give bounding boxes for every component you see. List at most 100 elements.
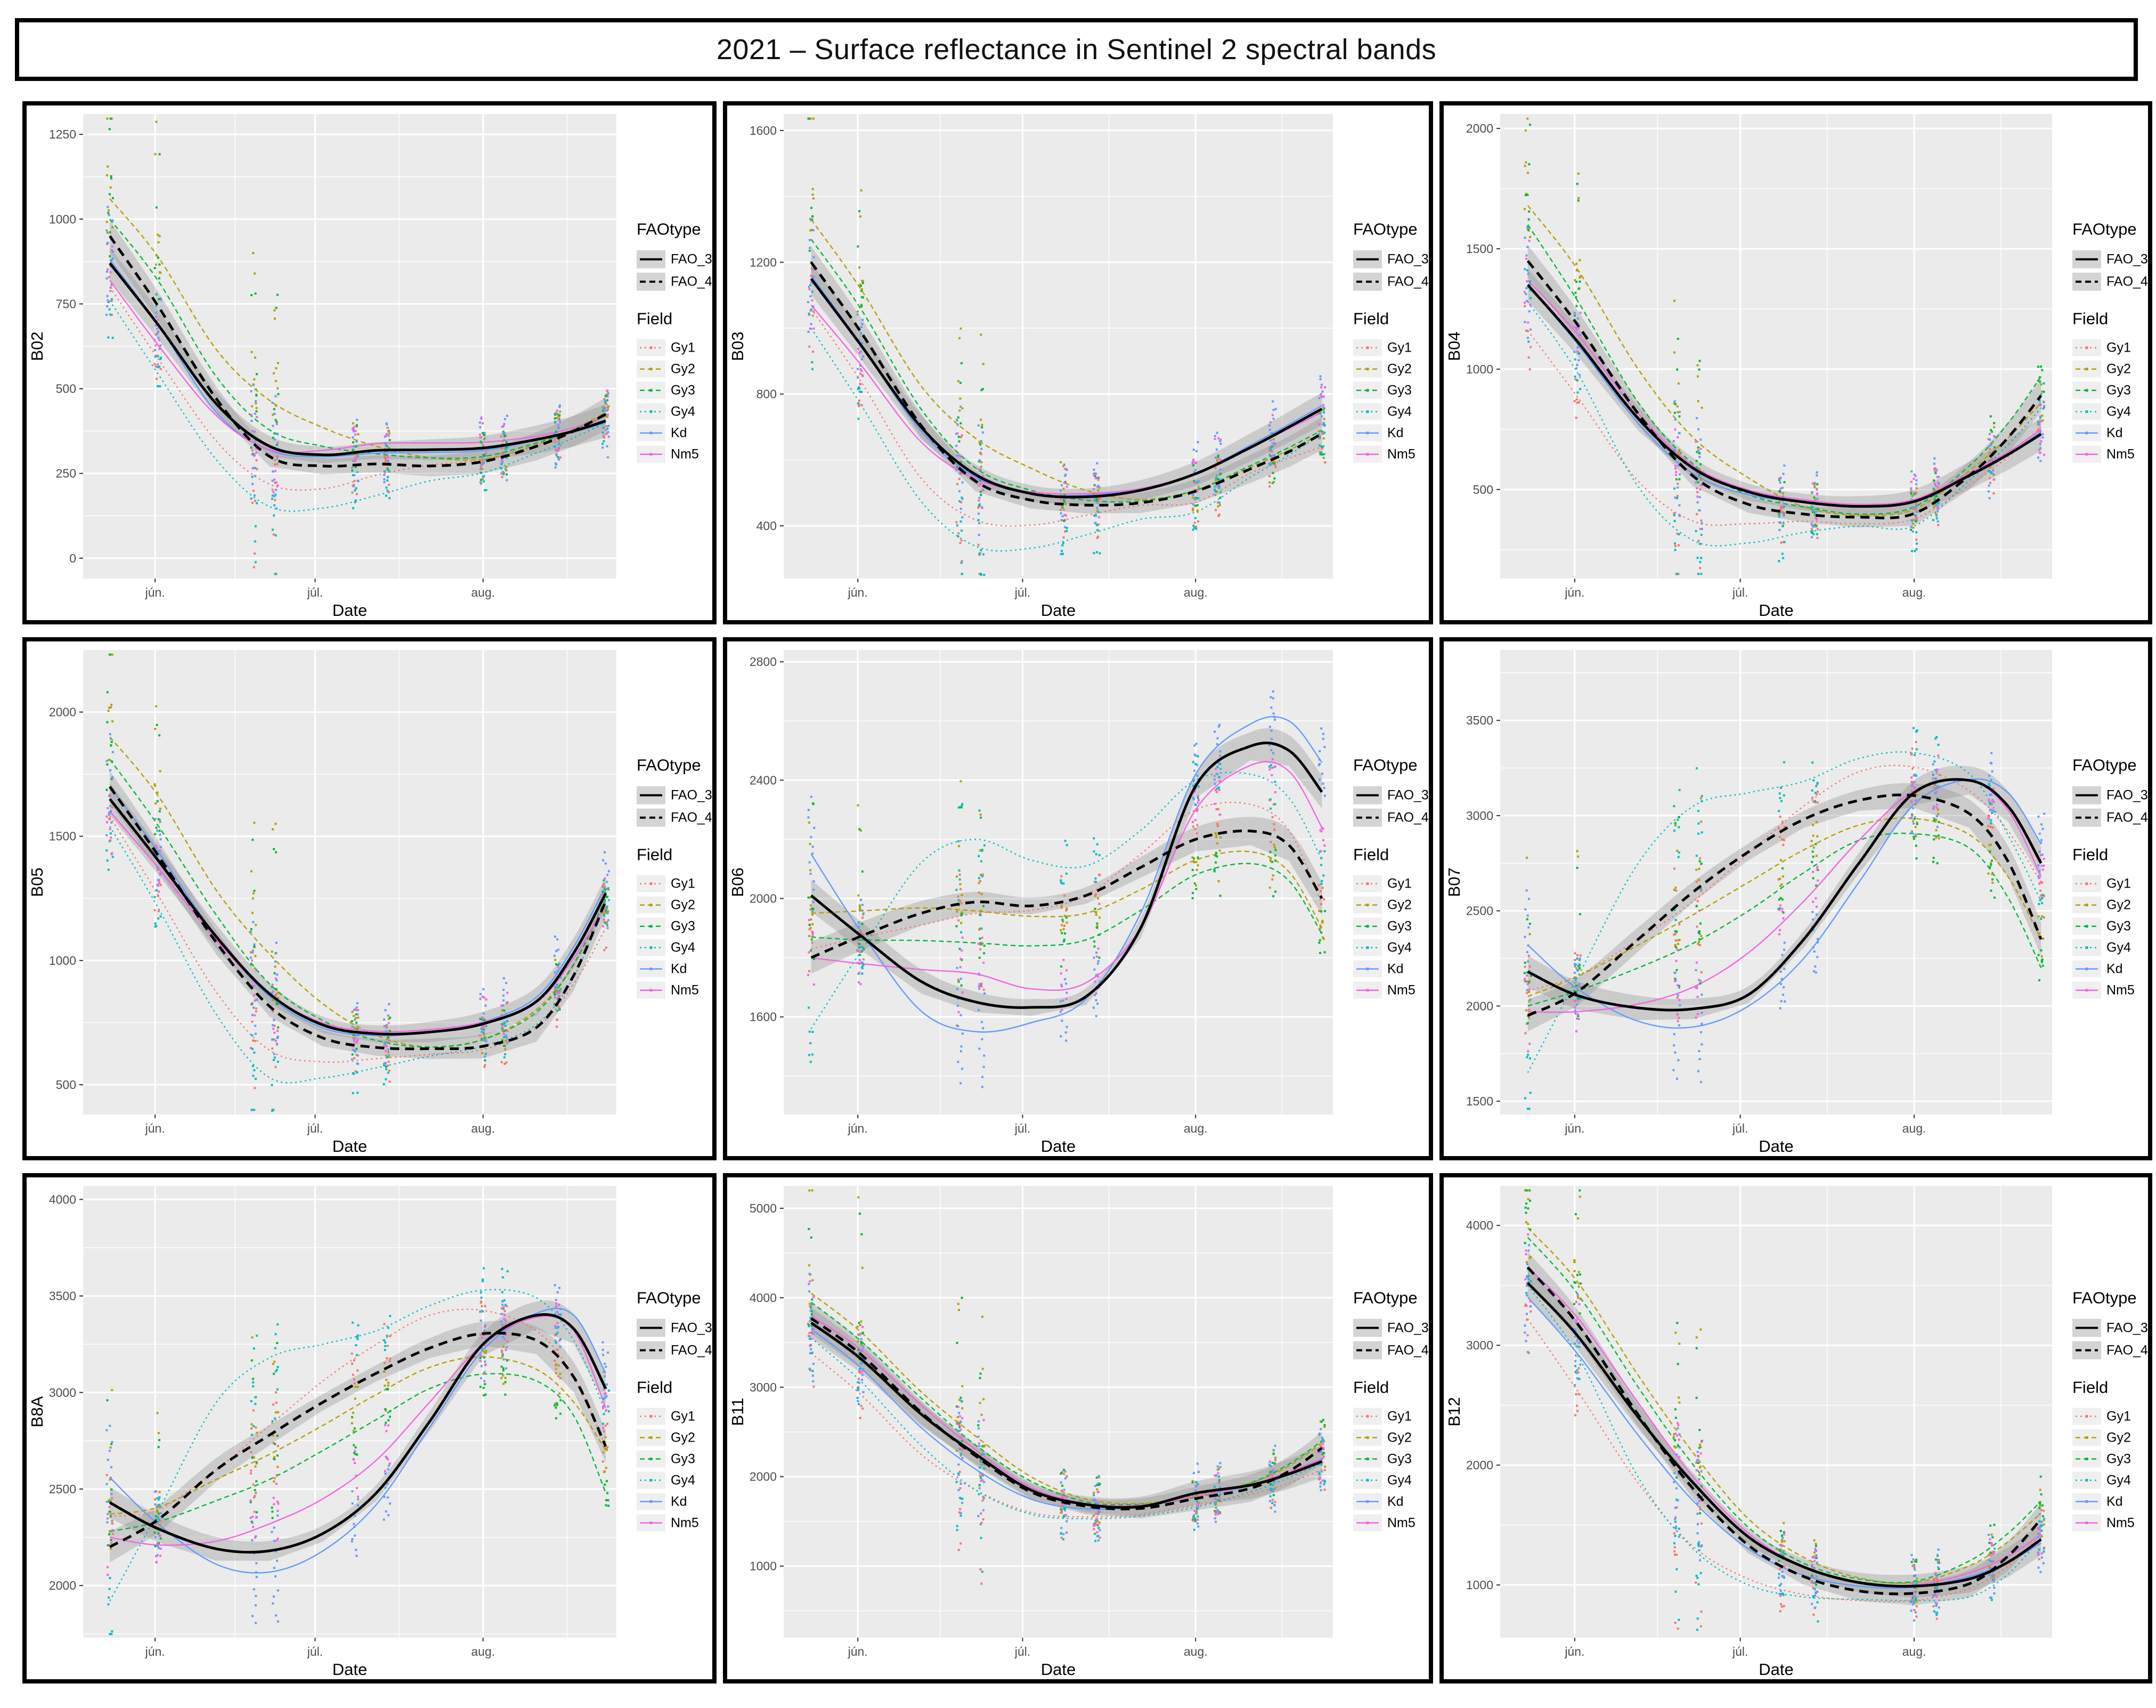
- y-axis-title: B02: [28, 331, 46, 361]
- chart-svg-b07: 1500 2000 2500 3000 3500 jún. júl. aug. Date B07 F…: [1445, 650, 2148, 1156]
- field-line-gy2: [811, 850, 1323, 929]
- scatter-col-nm5: [105, 807, 113, 856]
- chart-box-b11: 1000 2000 3000 4000 5000 jún. júl. aug. Date B11 F…: [723, 1173, 1433, 1683]
- confidence-ribbons: [811, 728, 1322, 1016]
- scatter-col-gy3: [1318, 910, 1327, 954]
- scatter-points: [105, 653, 610, 1112]
- legend-label-fao_300: FAO_300: [671, 252, 712, 267]
- scatter-col-gy4: [383, 1315, 392, 1351]
- chart-svg-b02: 0 250 500 750 1000 1250 jún. júl. aug. Date B02 FAO…: [28, 114, 712, 620]
- plot-panel: [1500, 650, 2052, 1115]
- scatter-col-nm5: [1093, 1491, 1100, 1526]
- scatter-col-gy1: [1524, 955, 1531, 1035]
- y-tick-label: 2800: [750, 655, 777, 669]
- scatter-col-gy2: [1777, 838, 1784, 887]
- x-axis-title: Date: [1759, 1137, 1793, 1156]
- y-tick-label: 2000: [1466, 999, 1493, 1013]
- scatter-col-gy1: [1673, 1506, 1679, 1630]
- x-tick-label: jún.: [1564, 585, 1584, 599]
- legend-label-kd: Kd: [1387, 1494, 1404, 1509]
- scatter-col-kd: [1524, 889, 1532, 1001]
- y-tick-label: 1250: [49, 127, 76, 141]
- legend-label-gy4: Gy4: [1387, 940, 1412, 955]
- smooth-line-fao-400: [810, 829, 1323, 959]
- field-line-gy3: [811, 863, 1323, 947]
- scatter-col-gy2: [1573, 1195, 1582, 1300]
- scatter-col-nm5: [1214, 1472, 1221, 1516]
- x-axis-title: Date: [1759, 1660, 1793, 1679]
- axes: 1000 2000 3000 4000 5000 jún. júl. aug. Date B11: [728, 1201, 1208, 1679]
- y-tick-label: 3500: [1466, 713, 1493, 727]
- legend-label-fao_400: FAO_400: [1387, 1343, 1429, 1357]
- scatter-col-nm5: [106, 1506, 114, 1576]
- chart-svg-b8a: 2000 2500 3000 3500 4000 jún. júl. aug. Date B8A F…: [28, 1186, 712, 1679]
- scatter-col-gy2: [351, 1009, 360, 1040]
- scatter-col-gy3: [2038, 1475, 2044, 1518]
- scatter-col-gy4: [808, 1006, 814, 1063]
- scatter-col-gy2: [1191, 856, 1199, 887]
- figure-title: 2021 – Surface reflectance in Sentinel 2…: [716, 34, 1437, 66]
- field-line-gy1: [810, 1353, 1322, 1518]
- x-tick-label: aug.: [1902, 585, 1926, 599]
- legend-label-nm5: Nm5: [1387, 1515, 1415, 1530]
- scatter-col-gy4: [1673, 487, 1680, 575]
- x-axis-title: Date: [1759, 601, 1793, 620]
- scatter-col-gy2: [249, 822, 257, 970]
- y-tick-label: 2500: [1466, 904, 1493, 918]
- scatter-col-gy4: [107, 259, 114, 339]
- scatter-col-gy4: [1574, 352, 1582, 394]
- scatter-col-nm5: [1989, 1538, 1995, 1576]
- legend-label-fao_300: FAO_300: [2106, 252, 2148, 267]
- scatter-col-gy4: [955, 803, 964, 933]
- scatter-col-nm5: [2037, 1527, 2044, 1555]
- x-tick-label: aug.: [471, 1645, 495, 1658]
- field-line-gy1: [811, 801, 1323, 950]
- legend-label-gy4: Gy4: [2106, 1473, 2131, 1487]
- scatter-col-gy4: [271, 493, 278, 575]
- field-line-nm5: [1527, 279, 2041, 506]
- legend-title-faotype: FAOtype: [2072, 756, 2137, 775]
- legend-label-kd: Kd: [671, 962, 687, 977]
- y-tick-label: 2000: [49, 705, 76, 719]
- y-tick-label: 3000: [1466, 1338, 1493, 1352]
- scatter-col-gy3: [1214, 454, 1222, 499]
- chart-box-b02: 0 250 500 750 1000 1250 jún. júl. aug. Date B02 FAO…: [22, 101, 717, 624]
- scatter-col-gy4: [1810, 506, 1818, 535]
- scatter-col-gy4: [351, 1321, 360, 1356]
- legend-label-gy4: Gy4: [1387, 404, 1412, 419]
- legend-label-gy1: Gy1: [2106, 876, 2131, 891]
- legend-label-gy1: Gy1: [1387, 876, 1412, 891]
- scatter-col-kd: [501, 977, 509, 1045]
- legend-label-kd: Kd: [2106, 962, 2123, 977]
- legend-title-field: Field: [637, 845, 672, 864]
- scatter-col-gy3: [249, 1359, 258, 1523]
- scatter-col-gy1: [1779, 1565, 1785, 1613]
- chart-svg-b06: 1600 2000 2400 2800 jún. júl. aug. Date B06 FAOty…: [728, 650, 1429, 1156]
- x-axis-title: Date: [332, 1660, 367, 1679]
- scatter-col-nm5: [1695, 441, 1703, 498]
- smooth-line-fao-400: [1527, 793, 2043, 1017]
- field-line-gy4: [810, 328, 1323, 552]
- legend-label-fao_300: FAO_300: [2106, 1320, 2148, 1335]
- field-line-gy3: [1527, 224, 2042, 515]
- x-tick-label: júl.: [307, 1121, 323, 1135]
- scatter-col-gy3: [1695, 860, 1703, 985]
- field-line-nm5: [109, 1315, 607, 1546]
- legend-label-fao_400: FAO_400: [2106, 274, 2148, 289]
- scatter-col-kd: [807, 219, 815, 333]
- scatter-col-gy3: [500, 1353, 508, 1396]
- y-tick-label: 1000: [750, 1559, 777, 1573]
- chart-box-b05: 500 1000 1500 2000 jún. júl. aug. Date B05 FAOtyp…: [22, 637, 717, 1160]
- field-line-gy1: [1527, 764, 2042, 991]
- scatter-col-gy3: [106, 1399, 113, 1547]
- scatter-col-gy4: [1524, 1053, 1532, 1110]
- scatter-points: [105, 117, 610, 575]
- scatter-col-kd: [956, 1400, 964, 1515]
- axes: 1000 2000 3000 4000 jún. júl. aug. Date B12: [1445, 1218, 1926, 1679]
- scatter-col-nm5: [1213, 768, 1222, 816]
- y-tick-label: 1000: [1466, 1578, 1493, 1592]
- field-line-gy4: [1527, 751, 2042, 1073]
- legend-label-kd: Kd: [1387, 962, 1404, 977]
- scatter-col-gy2: [250, 252, 258, 409]
- y-tick-label: 0: [69, 551, 76, 565]
